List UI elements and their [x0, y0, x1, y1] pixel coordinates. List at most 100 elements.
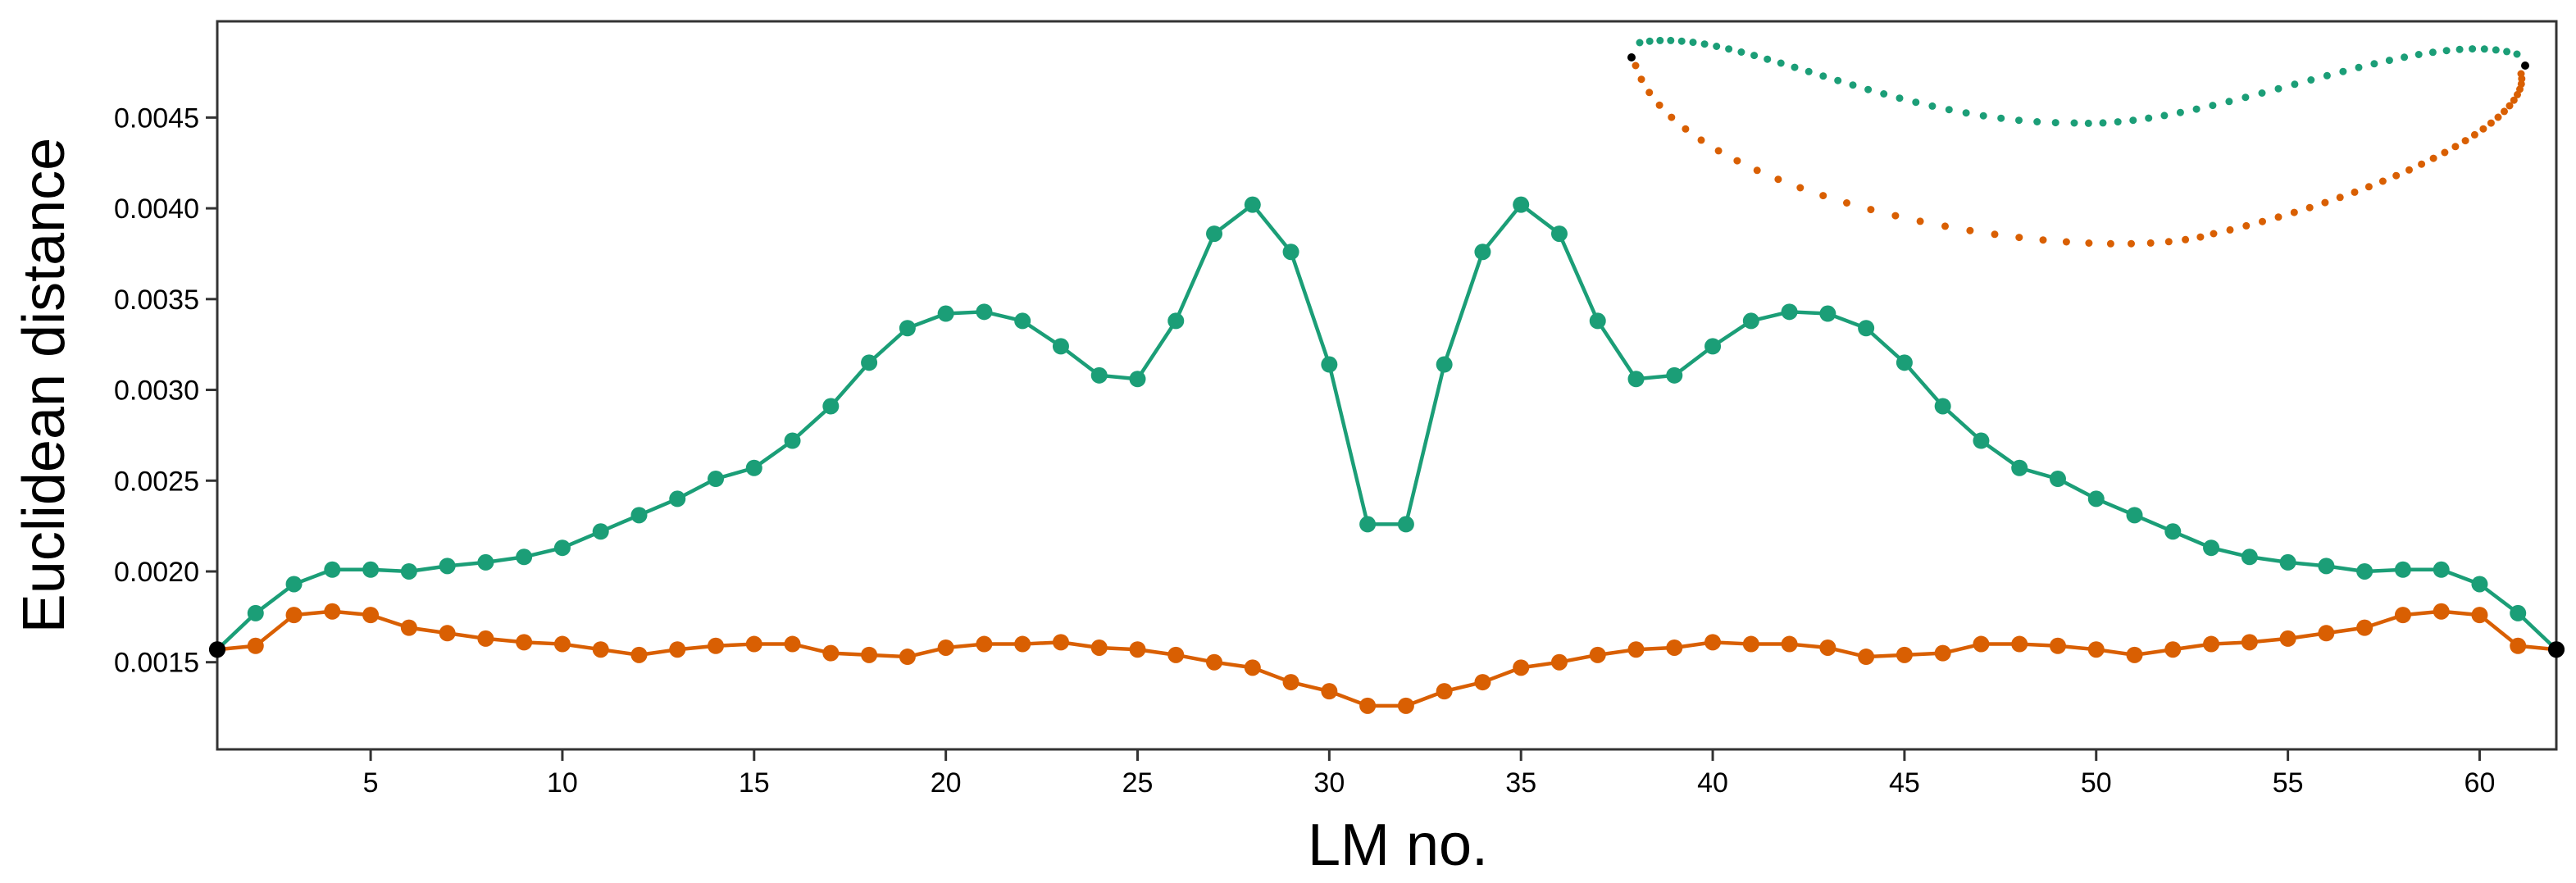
data-point-orange: [1781, 635, 1798, 653]
inset-point: [2062, 238, 2070, 246]
data-point-green: [247, 604, 264, 621]
inset-point: [2441, 148, 2449, 157]
inset-point: [2501, 107, 2508, 116]
inset-point: [2291, 80, 2299, 89]
inset-point: [1864, 85, 1873, 93]
inset-point: [1677, 37, 1686, 45]
data-point-orange: [861, 646, 878, 663]
data-point-green: [2203, 539, 2220, 557]
inset-point: [2351, 188, 2359, 196]
data-point-green: [669, 490, 686, 507]
data-point-orange: [362, 607, 380, 624]
data-point-orange: [1014, 635, 1031, 653]
data-point-green: [592, 523, 609, 540]
inset-point: [1682, 125, 1690, 133]
inset-point: [1777, 59, 1785, 67]
inset-point: [1928, 102, 1937, 110]
inset-point: [2114, 118, 2122, 126]
data-point-green: [1513, 196, 1530, 213]
data-point-green: [745, 459, 762, 476]
inset-point: [2429, 154, 2437, 162]
inset-point: [2241, 93, 2250, 102]
inset-point: [1791, 63, 1799, 71]
data-point-orange: [1359, 697, 1377, 714]
data-point-orange: [477, 630, 494, 647]
data-point-orange: [2087, 641, 2105, 658]
inset-point: [1689, 39, 1697, 47]
x-tick-label: 20: [931, 767, 962, 799]
data-point-green: [2318, 558, 2335, 575]
inset-point: [2442, 47, 2451, 55]
y-tick-label: 0.0045: [114, 102, 199, 134]
inset-point: [1916, 217, 1924, 225]
data-point-green: [2356, 562, 2373, 580]
data-point-orange: [1282, 674, 1299, 691]
data-point-green: [1129, 371, 1146, 388]
inset-point: [1737, 48, 1745, 56]
inset-point: [2364, 183, 2373, 191]
series-layer: [209, 196, 2565, 714]
inset-point: [1843, 199, 1850, 207]
data-point-green: [2087, 490, 2105, 507]
data-point-orange: [2471, 607, 2488, 624]
inset-point: [1867, 206, 1875, 214]
inset-point: [2479, 125, 2487, 133]
inset-point: [2401, 53, 2409, 61]
inset-point: [2176, 108, 2184, 116]
data-point-orange: [1704, 634, 1722, 651]
data-point-orange: [1627, 641, 1645, 658]
data-point-green: [1359, 516, 1377, 533]
inset-point: [1655, 101, 1663, 109]
inset-point: [1645, 89, 1654, 97]
inset-point: [2160, 112, 2169, 120]
inset-point: [1891, 212, 1900, 220]
data-point-green: [1627, 371, 1645, 388]
inset-point: [2517, 70, 2525, 78]
inset-point: [1697, 136, 1705, 144]
data-point-green: [822, 398, 840, 415]
data-point-green: [1781, 303, 1798, 321]
inset-point: [1805, 67, 1813, 75]
inset-point: [1962, 109, 1970, 117]
data-point-orange: [1397, 697, 1414, 714]
inset-point: [2494, 113, 2502, 121]
inset-point: [2196, 233, 2205, 241]
data-point-orange: [2126, 646, 2143, 663]
endpoint-marker: [2548, 641, 2565, 658]
inset-point: [2164, 238, 2173, 246]
data-point-orange: [745, 635, 762, 653]
inset-point: [1733, 157, 1741, 165]
data-point-green: [2433, 561, 2450, 578]
inset-point: [1637, 75, 1645, 84]
inset-point: [2290, 208, 2298, 216]
data-point-green: [1090, 366, 1108, 384]
inset-point: [2039, 236, 2047, 244]
inset-point: [1700, 40, 1709, 48]
inset-point: [1764, 55, 1772, 63]
inset-point: [1713, 43, 1721, 50]
inset-point: [2033, 118, 2041, 125]
inset-endpoint: [1627, 53, 1636, 61]
data-point-orange: [1513, 659, 1530, 676]
inset-point: [1896, 94, 1904, 102]
inset-point: [1774, 175, 1782, 184]
data-point-orange: [630, 646, 648, 663]
data-point-green: [553, 539, 571, 557]
inset-point: [1632, 61, 1640, 70]
data-point-orange: [1321, 683, 1338, 700]
inset-point: [2209, 102, 2217, 110]
data-point-orange: [1858, 649, 1875, 666]
data-point-green: [400, 562, 417, 580]
data-point-orange: [2433, 603, 2450, 620]
inset-point: [2051, 119, 2059, 127]
data-point-green: [937, 305, 954, 322]
inset-point: [1880, 90, 1888, 98]
inset-point: [1819, 72, 1827, 80]
inset-point: [2226, 225, 2234, 234]
inset-point: [2305, 203, 2314, 212]
inset-point: [1912, 98, 1920, 107]
inset-endpoint: [2521, 61, 2529, 70]
inset-point: [1645, 37, 1654, 45]
inset-point: [1834, 76, 1842, 84]
data-point-orange: [1244, 659, 1261, 676]
